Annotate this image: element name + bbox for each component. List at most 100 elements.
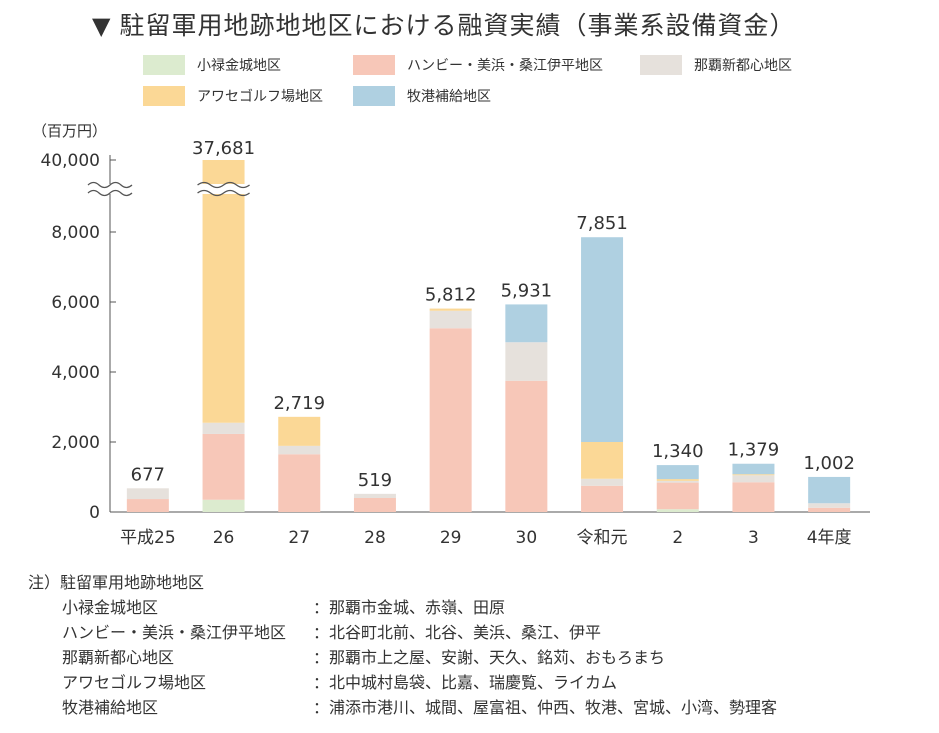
legend-item-awase: アワセゴルフ場地区 (143, 85, 323, 107)
note-district-name: 牧港補給地区 (62, 698, 159, 717)
note-district-desc: ：那覇市上之屋、安謝、天久、銘苅、おもろまち (313, 648, 666, 667)
bar-segment (278, 445, 321, 455)
bar-segment (656, 479, 699, 481)
y-axis-unit: （百万円） (32, 122, 108, 140)
axis-break-mark (87, 189, 133, 197)
legend-label: 那覇新都心地区 (694, 58, 792, 74)
bar-segment (505, 342, 548, 381)
y-tick-label: 8,000 (51, 223, 100, 243)
note-row: 那覇新都心地区 ：那覇市上之屋、安謝、天久、銘苅、おもろまち (28, 645, 665, 670)
bar-segment (732, 482, 775, 512)
bar-total-label: 677 (131, 464, 165, 485)
legend-item-oroku: 小禄金城地区 (143, 54, 281, 76)
triangle-icon: ▼ (92, 12, 112, 40)
note-district-name: ハンビー・美浜・桑江伊平地区 (62, 623, 287, 642)
bar-segment (732, 474, 775, 476)
legend-item-naha-shintoshin: 那覇新都心地区 (640, 54, 792, 76)
bar-segment (278, 454, 321, 512)
bar-segment (202, 499, 245, 512)
legend-label: ハンビー・美浜・桑江伊平地区 (407, 58, 603, 74)
note-row: 牧港補給地区 ：浦添市港川、城間、屋富祖、仲西、牧港、宮城、小湾、勢理客 (28, 695, 777, 720)
legend-swatch (143, 55, 185, 75)
x-tick-label: 26 (213, 528, 235, 548)
legend-swatch (353, 86, 395, 106)
bar-total-label: 7,851 (576, 213, 628, 234)
notes-header: 注）駐留軍用地跡地地区 (28, 573, 205, 592)
bar-segment (429, 328, 472, 512)
axis-break-gap (88, 184, 132, 194)
bar-segment (656, 465, 699, 480)
legend-swatch (353, 55, 395, 75)
bar-total-label: 1,379 (728, 440, 780, 461)
note-district-desc: ：浦添市港川、城間、屋富祖、仲西、牧港、宮城、小湾、勢理客 (313, 698, 778, 717)
bar-segment (581, 442, 624, 479)
bar-total-label: 519 (358, 470, 392, 491)
bar-segment (808, 507, 851, 512)
bar-segment (581, 485, 624, 512)
y-tick-label: 40,000 (41, 151, 100, 171)
bar-segment (202, 422, 245, 434)
bar-segment (656, 509, 699, 512)
bar-segment (505, 380, 548, 512)
x-tick-label: 29 (440, 528, 462, 548)
bar-total-label: 1,340 (652, 441, 704, 462)
note-district-name: 小禄金城地区 (62, 598, 159, 617)
bar-break-mark (197, 181, 250, 189)
note-district-desc: ：北中城村島袋、比嘉、瑞慶覧、ライカム (313, 673, 618, 692)
bar-segment (581, 478, 624, 486)
x-tick-label: 27 (288, 528, 310, 548)
notes: 注）駐留軍用地跡地地区 小禄金城地区 ：那覇市金城、赤嶺、田原 ハンビー・美浜・… (28, 570, 777, 720)
x-tick-label: 令和元 (577, 528, 628, 548)
x-tick-label: 平成25 (120, 528, 176, 548)
note-row: 小禄金城地区 ：那覇市金城、赤嶺、田原 (28, 595, 505, 620)
bar-total-label: 37,681 (192, 138, 255, 159)
note-row: ハンビー・美浜・桑江伊平地区 ：北谷町北前、北谷、美浜、桑江、伊平 (28, 620, 601, 645)
bar-segment (202, 433, 245, 500)
bar-segment (808, 476, 851, 504)
y-tick-label: 0 (89, 503, 100, 523)
bar-segment (278, 416, 321, 446)
bar-total-label: 1,002 (803, 453, 855, 474)
note-row: アワセゴルフ場地区 ：北中城村島袋、比嘉、瑞慶覧、ライカム (28, 670, 617, 695)
chart-title: ▼ 駐留軍用地跡地地区における融資実績（事業系設備資金） (92, 6, 795, 42)
bar-segment (353, 493, 396, 498)
bar-segment (353, 498, 396, 512)
bar-segment (505, 304, 548, 343)
note-district-name: 那覇新都心地区 (62, 648, 175, 667)
bar-segment (732, 463, 775, 475)
bar-segment (126, 499, 169, 512)
x-tick-label: 4年度 (807, 528, 852, 548)
bar-break-gap (197, 184, 250, 194)
legend-swatch (640, 55, 682, 75)
note-district-desc: ：那覇市金城、赤嶺、田原 (313, 598, 506, 617)
bar-segment (656, 482, 699, 510)
x-tick-label: 2 (672, 528, 683, 548)
legend-label: アワセゴルフ場地区 (197, 89, 323, 105)
bar-segment (202, 160, 245, 423)
bar-segment (429, 308, 472, 311)
x-tick-label: 28 (364, 528, 386, 548)
bar-segment (656, 480, 699, 483)
bar-segment (732, 475, 775, 483)
bar-total-label: 2,719 (273, 393, 325, 414)
bar-total-label: 5,812 (425, 285, 477, 306)
x-tick-label: 3 (748, 528, 759, 548)
bar-segment (808, 503, 851, 508)
bar-segment (429, 310, 472, 329)
bar-break-mark (197, 189, 250, 197)
chart-title-text: 駐留軍用地跡地地区における融資実績（事業系設備資金） (119, 11, 796, 40)
y-tick-label: 6,000 (51, 293, 100, 313)
y-tick-label: 2,000 (51, 433, 100, 453)
axis-break-mark (87, 181, 133, 189)
legend-label: 牧港補給地区 (407, 89, 491, 105)
legend-label: 小禄金城地区 (197, 58, 281, 74)
legend-item-makiminato: 牧港補給地区 (353, 85, 491, 107)
note-district-desc: ：北谷町北前、北谷、美浜、桑江、伊平 (313, 623, 602, 642)
note-district-name: アワセゴルフ場地区 (62, 673, 207, 692)
legend-item-hamby: ハンビー・美浜・桑江伊平地区 (353, 54, 603, 76)
x-tick-label: 30 (516, 528, 538, 548)
bar-segment (126, 488, 169, 500)
bar-segment (581, 237, 624, 442)
